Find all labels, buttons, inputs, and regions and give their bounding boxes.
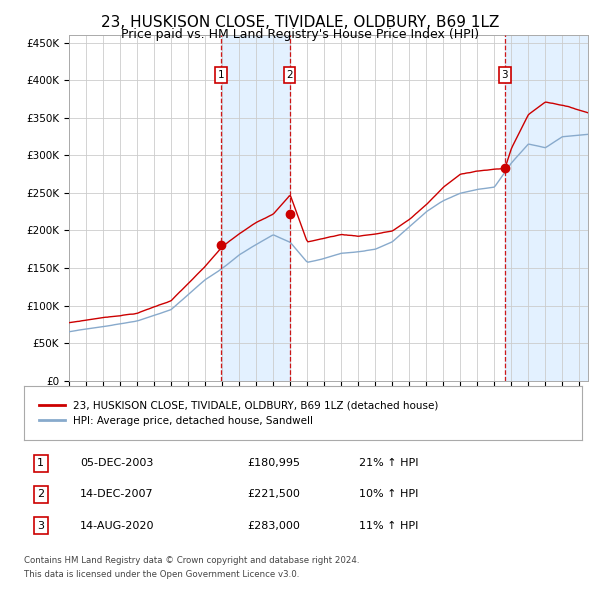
Text: 2: 2 — [286, 70, 293, 80]
Text: 2: 2 — [37, 490, 44, 499]
Text: 14-AUG-2020: 14-AUG-2020 — [80, 520, 154, 530]
Text: 23, HUSKISON CLOSE, TIVIDALE, OLDBURY, B69 1LZ: 23, HUSKISON CLOSE, TIVIDALE, OLDBURY, B… — [101, 15, 499, 30]
Text: 3: 3 — [37, 520, 44, 530]
Text: 1: 1 — [217, 70, 224, 80]
Legend: 23, HUSKISON CLOSE, TIVIDALE, OLDBURY, B69 1LZ (detached house), HPI: Average pr: 23, HUSKISON CLOSE, TIVIDALE, OLDBURY, B… — [35, 396, 443, 430]
Text: 10% ↑ HPI: 10% ↑ HPI — [359, 490, 418, 499]
Text: £221,500: £221,500 — [247, 490, 300, 499]
Text: 11% ↑ HPI: 11% ↑ HPI — [359, 520, 418, 530]
Bar — [505, 35, 588, 381]
Text: £180,995: £180,995 — [247, 458, 300, 468]
Text: 1: 1 — [37, 458, 44, 468]
Text: Contains HM Land Registry data © Crown copyright and database right 2024.: Contains HM Land Registry data © Crown c… — [24, 556, 359, 565]
Text: 14-DEC-2007: 14-DEC-2007 — [80, 490, 154, 499]
Text: This data is licensed under the Open Government Licence v3.0.: This data is licensed under the Open Gov… — [24, 570, 299, 579]
Text: 21% ↑ HPI: 21% ↑ HPI — [359, 458, 418, 468]
Bar — [221, 35, 290, 381]
Text: Price paid vs. HM Land Registry's House Price Index (HPI): Price paid vs. HM Land Registry's House … — [121, 28, 479, 41]
Text: £283,000: £283,000 — [247, 520, 300, 530]
Text: 3: 3 — [502, 70, 508, 80]
Text: 05-DEC-2003: 05-DEC-2003 — [80, 458, 153, 468]
